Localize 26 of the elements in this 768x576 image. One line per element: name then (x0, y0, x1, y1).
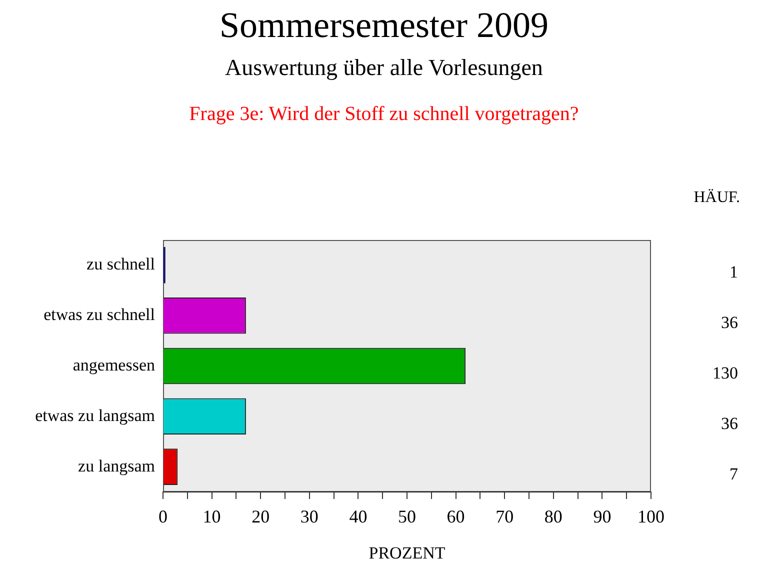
text: 36 (721, 313, 738, 332)
x-tick-label: 10 (202, 506, 221, 527)
text: 1 (730, 262, 738, 282)
text: HÄUF. (694, 189, 740, 206)
text: Frage 3e: Wird der Stoff zu schnell vorgetragen? (188, 103, 580, 125)
x-tick-label: 40 (349, 506, 368, 527)
y-tick-label: angemessen (72, 355, 156, 374)
x-tick-label: 0 (158, 506, 168, 527)
chart-subtitle: Auswertung über alle Vorlesungen (224, 55, 544, 80)
text: 7 (730, 464, 738, 484)
text: 130 (712, 363, 738, 382)
x-tick-label: 70 (496, 506, 514, 527)
chart-title: Sommersemester 2009 (218, 5, 550, 46)
x-tick-label: 50 (398, 506, 416, 527)
x-tick-label: 60 (446, 506, 465, 527)
x-tick-label: 90 (593, 506, 612, 527)
y-tick-label: etwas zu schnell (44, 305, 156, 324)
x-axis-title: PROZENT (368, 543, 446, 562)
x-tick-label: 20 (252, 506, 270, 527)
x-tick-label: 80 (544, 506, 562, 527)
text: 36 (721, 414, 738, 433)
y-tick-label: etwas zu langsam (35, 406, 155, 425)
x-tick-label: 30 (300, 506, 318, 527)
y-tick-label: zu schnell (86, 254, 156, 274)
y-tick-label: zu langsam (78, 456, 155, 476)
x-tick-label: 100 (638, 506, 664, 527)
